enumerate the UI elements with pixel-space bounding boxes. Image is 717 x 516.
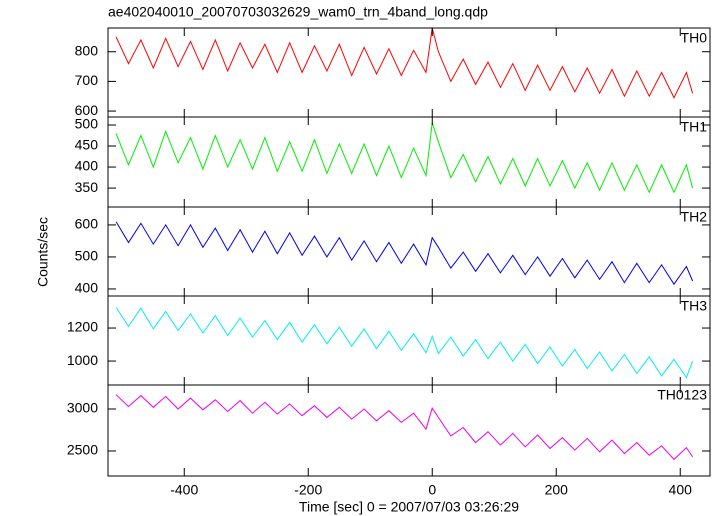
light-curve	[115, 27, 694, 99]
y-tick-label: 500	[75, 116, 99, 132]
y-tick-label: 350	[75, 179, 99, 195]
panel-frame	[107, 384, 711, 477]
light-curve	[115, 307, 694, 379]
x-tick-label: -400	[170, 482, 198, 498]
panel-label: TH2	[681, 209, 708, 225]
y-tick-label: 700	[75, 72, 99, 88]
y-tick-label: 800	[75, 42, 99, 58]
y-tick-label: 1200	[67, 319, 98, 335]
y-axis-label: Counts/sec	[35, 217, 51, 287]
light-curve	[115, 394, 694, 461]
x-tick-label: 0	[428, 482, 436, 498]
x-tick-label: 400	[669, 482, 693, 498]
panel-frame	[107, 116, 711, 208]
x-axis-label: Time [sec] 0 = 2007/07/03 03:26:29	[299, 499, 519, 515]
y-tick-label: 1000	[67, 352, 98, 368]
light-curve	[115, 122, 694, 194]
y-tick-label: 2500	[67, 442, 98, 458]
y-tick-label: 3000	[67, 400, 98, 416]
y-tick-label: 400	[75, 280, 99, 296]
x-tick-label: -200	[294, 482, 322, 498]
chart-title: ae402040010_20070703032629_wam0_trn_4ban…	[108, 4, 488, 20]
y-tick-label: 450	[75, 137, 99, 153]
y-tick-label: 400	[75, 158, 99, 174]
y-tick-label: 600	[75, 102, 99, 118]
light-curve	[115, 221, 694, 286]
panel-frame	[107, 27, 711, 118]
x-tick-label: 200	[545, 482, 569, 498]
panel-label: TH0123	[657, 387, 707, 403]
panel-label: TH1	[681, 119, 708, 135]
y-tick-label: 600	[75, 216, 99, 232]
panel-label: TH3	[681, 298, 708, 314]
y-tick-label: 500	[75, 248, 99, 264]
panel-label: TH0	[681, 30, 708, 46]
